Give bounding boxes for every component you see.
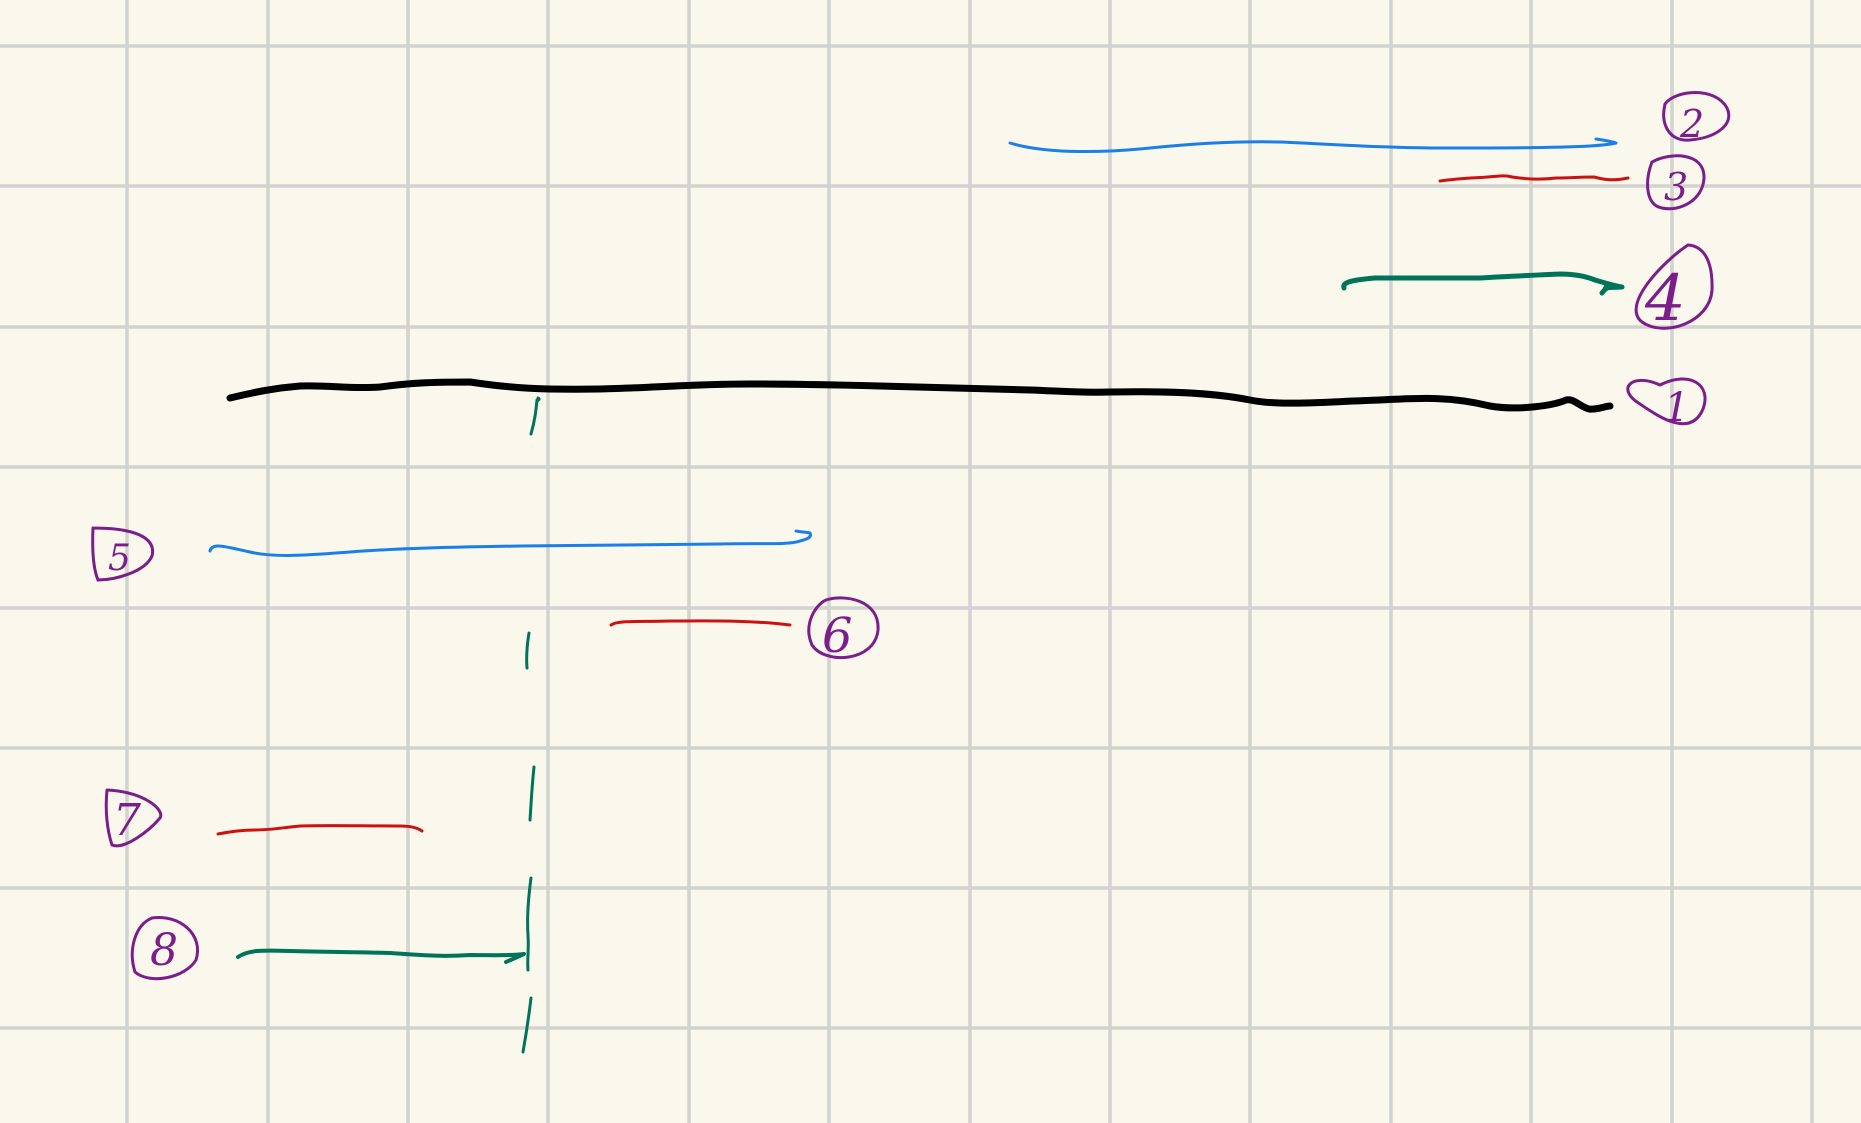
label-8: 8: [130, 916, 199, 981]
label-2: 2: [1662, 91, 1731, 146]
label-5: 5: [91, 526, 155, 582]
label-1: 1: [1626, 377, 1707, 431]
stroke-8-green: [236, 948, 526, 964]
label-7-circle: [104, 788, 163, 848]
label-7: 7: [104, 788, 163, 848]
stroke-6-red: [609, 619, 792, 627]
label-3-text: 3: [1664, 165, 1688, 209]
label-8-circle: [130, 916, 199, 981]
label-1-text: 1: [1664, 385, 1689, 431]
label-5-circle: [91, 526, 155, 582]
stroke-4-green: [1341, 271, 1625, 296]
label-2-text: 2: [1679, 102, 1704, 146]
label-5-text: 5: [108, 538, 131, 579]
label-6: 6: [807, 596, 880, 664]
label-3-circle: [1646, 154, 1706, 211]
dashed-vertical-line: [521, 396, 541, 1054]
label-3: 3: [1646, 154, 1706, 211]
stroke-5-blue: [208, 529, 812, 557]
label-4: 4: [1634, 243, 1714, 336]
label-4-circle: [1634, 243, 1714, 330]
label-6-circle: [807, 596, 880, 659]
label-4-text: 4: [1644, 262, 1686, 336]
stroke-3-red: [1438, 174, 1630, 183]
label-8-text: 8: [150, 925, 178, 976]
label-6-text: 6: [822, 608, 853, 664]
stroke-2-blue: [1008, 137, 1618, 153]
label-7-text: 7: [113, 795, 141, 846]
stroke-1-black: [226, 378, 1614, 413]
label-2-circle: [1662, 91, 1731, 142]
stroke-7-red: [216, 824, 424, 836]
label-1-circle: [1626, 377, 1707, 426]
